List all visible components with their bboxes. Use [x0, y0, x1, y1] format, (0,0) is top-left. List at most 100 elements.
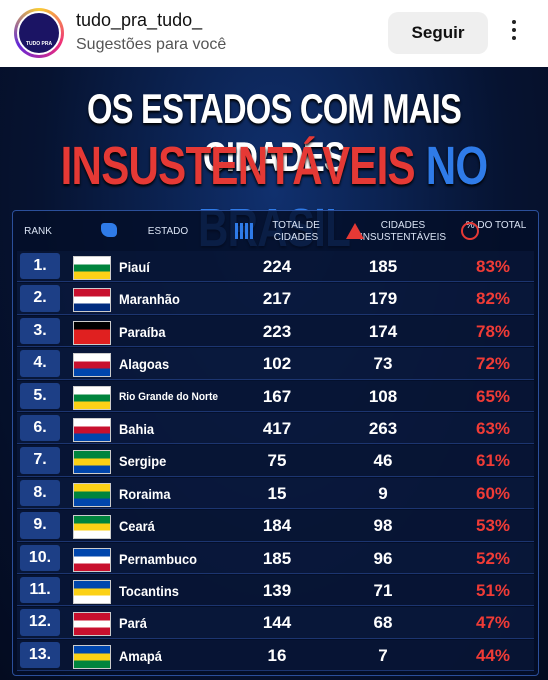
state-name: Maranhão [119, 291, 180, 308]
subtitle: Sugestões para você [76, 36, 227, 53]
unsustainable-cities: 185 [368, 257, 398, 276]
state-name: Bahia [119, 421, 155, 437]
total-cities: 16 [267, 645, 287, 665]
percent-total: 63% [475, 419, 511, 438]
unsustainable-cities: 7 [378, 645, 388, 665]
flag [73, 385, 111, 410]
table-row: 2. Maranhão 217 179 82% [17, 283, 534, 315]
total-cities: 224 [262, 257, 292, 276]
username[interactable]: tudo_pra_tudo_ [76, 10, 203, 30]
unsustainable-cities: 263 [368, 419, 398, 438]
unsustainable-cities: 71 [373, 581, 393, 600]
rank-cell: 1. [20, 253, 60, 280]
column-header: RANK [24, 226, 52, 237]
flag [73, 256, 111, 280]
percent-total: 47% [475, 613, 511, 633]
column-header: TOTAL DE CIDADES [272, 220, 320, 243]
rank-cell: 7. [20, 447, 60, 474]
percent-total: 52% [475, 548, 511, 568]
percent-total: 51% [475, 581, 511, 600]
flag [73, 482, 111, 507]
rank-cell: 5. [20, 382, 60, 409]
unsustainable-cities: 96 [373, 548, 393, 568]
rank-cell: 11. [20, 577, 60, 604]
rank-cell: 3. [20, 317, 60, 345]
rank-cell: 8. [20, 479, 60, 507]
state-name: Alagoas [119, 356, 170, 373]
total-cities: 139 [262, 581, 292, 600]
flag [73, 353, 111, 378]
flag [73, 547, 111, 572]
state-name: Sergipe [119, 453, 167, 470]
table: RANK ESTADO TOTAL DE CIDADES CIDADES INSUST… [12, 210, 539, 676]
rank-cell: 10. [20, 544, 60, 571]
percent-total: 83% [475, 257, 511, 276]
total-cities: 75 [267, 451, 287, 471]
state-name: Pará [119, 615, 147, 632]
title-red: INSUSTENTÁVEIS [60, 136, 416, 196]
table-row: 6. Bahia 417 263 63% [17, 413, 534, 445]
icon [235, 223, 253, 239]
unsustainable-cities: 68 [373, 613, 393, 633]
total-cities: 102 [262, 354, 292, 374]
state-name: Piauí [119, 259, 150, 275]
column-header: ESTADO [147, 226, 189, 237]
follow-button[interactable]: Seguir [388, 12, 488, 54]
table-row: 5. Rio Grande do Norte 167 108 65% [17, 380, 534, 412]
total-cities: 417 [262, 419, 292, 438]
flag [73, 450, 111, 475]
avatar[interactable]: TUDO PRA TUDO [14, 8, 64, 109]
table-row: 11. Tocantins 139 71 51% [17, 575, 534, 607]
flag [73, 515, 111, 540]
more-menu[interactable] [512, 20, 518, 44]
flag [73, 418, 111, 442]
unsustainable-cities: 9 [378, 483, 388, 503]
table-row: 13. Amapá 16 7 44% [17, 639, 534, 672]
icon [346, 223, 364, 239]
total-cities: 184 [262, 516, 292, 536]
flag [73, 288, 111, 313]
rank-cell: 6. [20, 415, 60, 442]
icon [101, 223, 117, 237]
percent-total: 82% [475, 289, 511, 309]
table-row: 8. Roraima 15 9 60% [17, 477, 534, 510]
table-row: 3. Paraíba 223 174 78% [17, 315, 534, 348]
state-name: Rio Grande do Norte [119, 390, 218, 403]
infographic: OS ESTADOS COM MAIS CIDADES INSUSTENTÁVE… [0, 67, 548, 680]
flag [73, 580, 111, 604]
table-row: 4. Alagoas 102 73 72% [17, 348, 534, 380]
total-cities: 223 [262, 321, 292, 341]
rank-cell: 4. [20, 350, 60, 377]
table-row: 7. Sergipe 75 46 61% [17, 445, 534, 477]
total-cities: 15 [267, 483, 287, 503]
percent-total: 78% [475, 321, 511, 341]
column-header: % DO TOTAL [465, 220, 527, 231]
total-cities: 185 [262, 548, 292, 568]
unsustainable-cities: 108 [368, 386, 398, 406]
percent-total: 72% [475, 354, 511, 374]
flag [73, 320, 111, 345]
percent-total: 60% [475, 483, 511, 503]
state-name: Amapá [119, 647, 162, 664]
post-header: TUDO PRA TUDO tudo_pra_tudo_ Sugestões p… [0, 0, 548, 109]
column-header: CIDADES INSUSTENTÁVEIS [359, 220, 447, 243]
total-cities: 144 [262, 613, 292, 633]
unsustainable-cities: 73 [373, 354, 393, 374]
percent-total: 53% [475, 516, 511, 536]
rank-cell: 12. [20, 609, 60, 636]
percent-total: 65% [475, 386, 511, 406]
unsustainable-cities: 98 [373, 516, 393, 536]
flag [73, 612, 111, 637]
table-row: 12. Pará 144 68 47% [17, 607, 534, 639]
avatar-text: TUDO PRA TUDO [17, 11, 61, 109]
table-row: 9. Ceará 184 98 53% [17, 510, 534, 542]
state-name: Tocantins [119, 583, 179, 599]
state-name: Ceará [119, 518, 155, 535]
title-line: OS ESTADOS COM MAIS CIDADES [86, 85, 462, 180]
unsustainable-cities: 179 [368, 289, 398, 309]
rank-cell: 13. [20, 641, 60, 669]
total-cities: 217 [262, 289, 292, 309]
unsustainable-cities: 174 [368, 321, 398, 341]
state-name: Roraima [119, 485, 171, 502]
